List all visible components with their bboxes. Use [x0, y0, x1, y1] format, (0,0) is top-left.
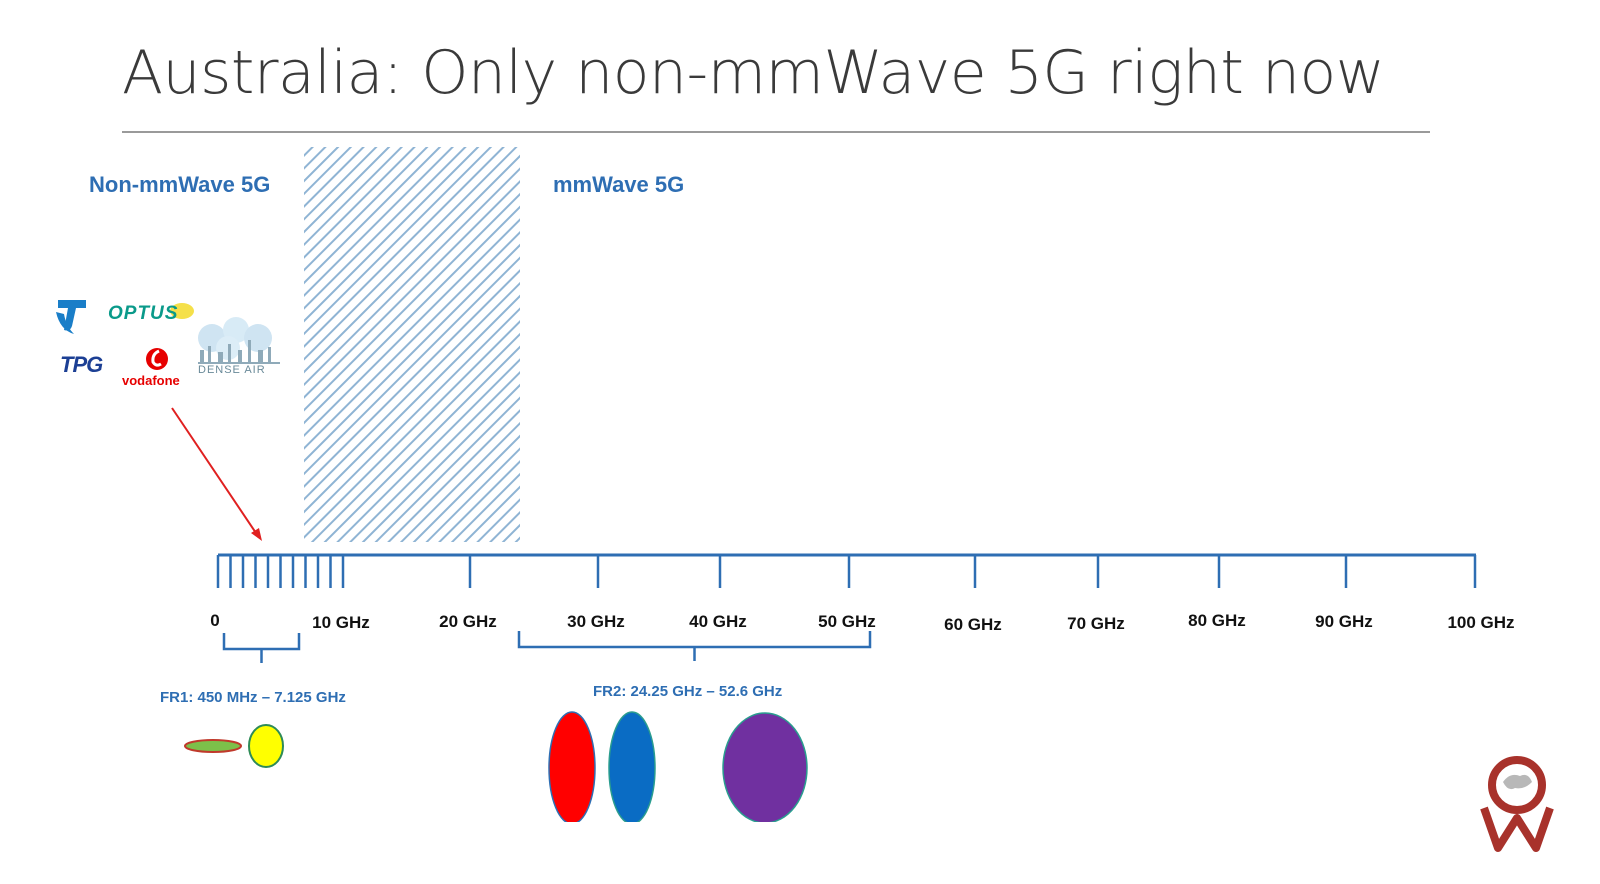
fr2-label: FR2: 24.25 GHz – 52.6 GHz: [593, 683, 783, 700]
fr1-yellow-band: [248, 724, 284, 768]
major-ticks: [468, 555, 1477, 588]
axis-tick-label: 30 GHz: [567, 612, 625, 631]
hatched-gap-band: [304, 147, 520, 542]
axis-tick-label: 90 GHz: [1315, 612, 1373, 631]
minor-ticks: [216, 555, 345, 588]
arrow-head: [251, 528, 262, 541]
axis-tick-label: 60 GHz: [944, 615, 1002, 634]
dense-air-logo-icon: [198, 317, 280, 364]
vodafone-logo: vodafone: [122, 373, 180, 388]
telstra-logo-icon: [56, 300, 86, 334]
fr1-green-band: [184, 739, 242, 753]
optus-logo: OPTUS: [108, 303, 179, 324]
fr2-brace: [517, 631, 872, 661]
fr2-purple-band: [722, 712, 808, 824]
tpg-logo: TPG: [60, 352, 103, 377]
watermark-logo-icon: [1480, 756, 1554, 852]
axis-tick-label: 20 GHz: [439, 612, 497, 631]
axis-tick-label: 70 GHz: [1067, 614, 1125, 633]
mmwave-label: mmWave 5G: [553, 172, 685, 197]
title-divider: [122, 131, 1430, 133]
dense-air-logo: DENSE AIR: [198, 364, 266, 376]
axis-tick-label: 0: [210, 611, 220, 630]
optus-badge-icon: [170, 303, 194, 319]
axis-tick-label: 100 GHz: [1447, 613, 1515, 632]
axis-tick-label: 80 GHz: [1188, 611, 1246, 630]
fr1-brace: [222, 633, 301, 663]
non-mmwave-label: Non-mmWave 5G: [89, 172, 271, 197]
fr1-label: FR1: 450 MHz – 7.125 GHz: [160, 689, 346, 706]
fr2-blue-band: [608, 711, 656, 825]
axis-tick-label: 50 GHz: [818, 612, 876, 631]
axis-tick-label: 10 GHz: [312, 613, 370, 632]
slide-title: Australia: Only non-mmWave 5G right now: [122, 38, 1385, 108]
axis-tick-label: 40 GHz: [689, 612, 747, 631]
operator-arrow: [171, 407, 259, 537]
fr2-red-band: [548, 711, 596, 825]
vodafone-logo-icon: [146, 348, 168, 370]
